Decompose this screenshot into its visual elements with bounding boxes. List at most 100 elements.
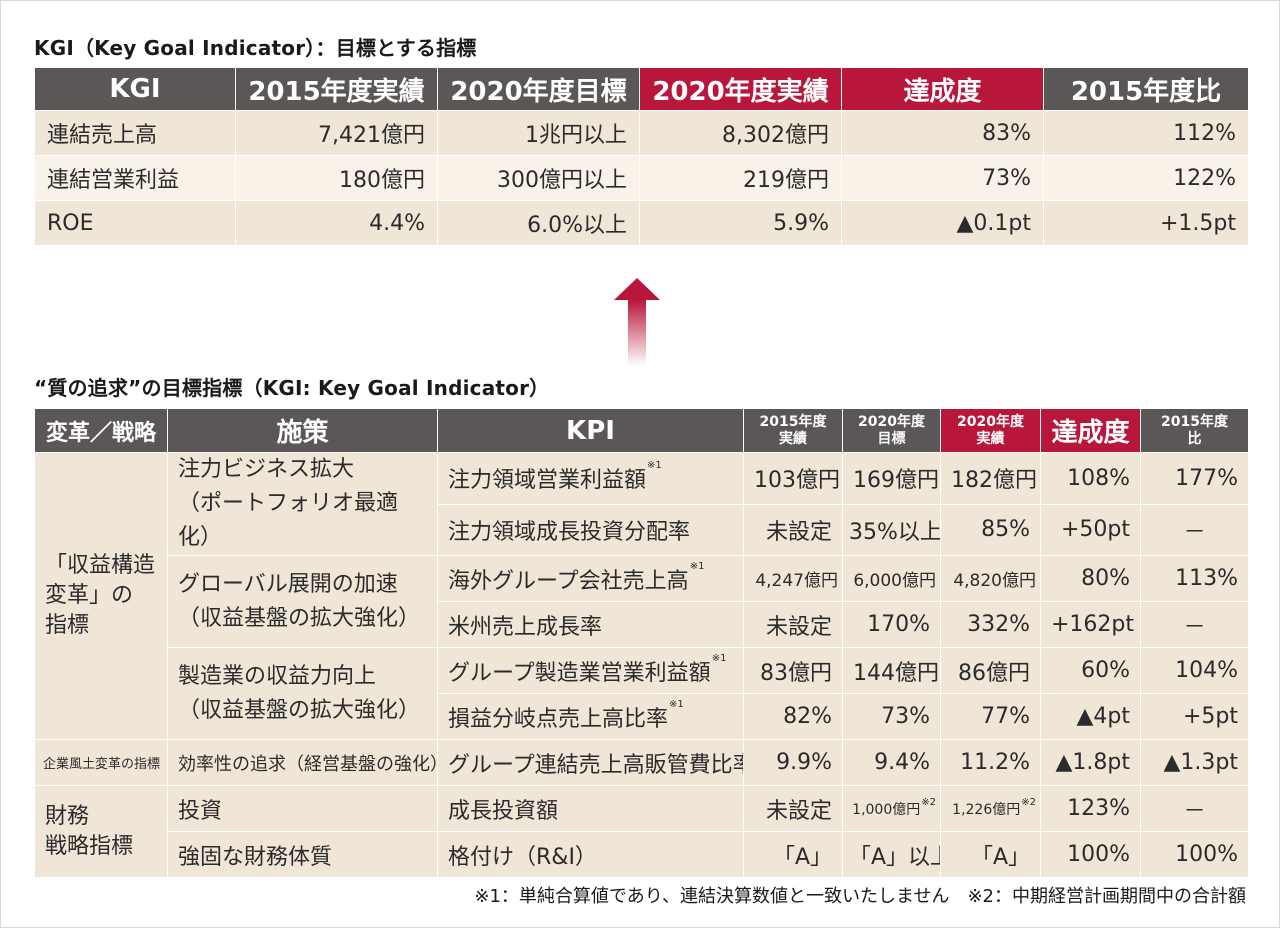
table-cell: 100% [1040,831,1141,878]
kgi-header-kgi: KGI [34,67,236,111]
table-cell: 85% [940,503,1041,556]
measure-efficiency: 効率性の追求（経営基盤の強化） [167,739,438,786]
table-row: 財務 戦略指標 投資 成長投資額 未設定 1,000億円※2 1,226億円※2… [34,785,1249,878]
table-row: 「収益構造 変革」の 指標 注力ビジネス拡大 （ポートフォリオ最適化） 注力領域… [34,452,1249,740]
table-cell: 182億円 [940,452,1041,505]
table-cell: 73% [842,693,941,740]
table-cell: ▲1.8pt [1040,739,1141,786]
table-cell: 35%以上 [842,503,941,556]
header-vs-2015: 2015年度 比 [1140,408,1249,453]
kgi-row-label: 連結売上高 [34,110,236,156]
footnote: ※1：単純合算値であり、連結決算数値と一致いたしません ※2：中期経営計画期間中… [474,886,1246,907]
kgi-header-2015-actual: 2015年度実績 [235,67,438,111]
quality-header-row: 変革／戦略 施策 KPI 2015年度 実績 2020年度 目標 2020年度 … [34,408,1249,453]
table-cell: 1,000億円※2 [842,785,941,832]
table-cell: － [1140,785,1249,832]
kgi-header-2020-target: 2020年度目標 [437,67,640,111]
table-cell: 未設定 [743,785,843,832]
table-cell: 108% [1040,452,1141,505]
kgi-title: KGI（Key Goal Indicator）：目標とする指標 [34,36,477,60]
table-cell: 「A」 [940,831,1041,878]
measure-manufacturing: 製造業の収益力向上 （収益基盤の拡大強化） [167,647,438,740]
measure-global-expansion: グローバル展開の加速 （収益基盤の拡大強化） [167,555,438,648]
table-row: 連結売上高 7,421億円 1兆円以上 8,302億円 83% 112% [34,110,1249,156]
table-cell: ▲0.1pt [841,200,1044,246]
table-row: ROE 4.4% 6.0%以上 5.9% ▲0.1pt +1.5pt [34,200,1249,246]
measure-focus-business: 注力ビジネス拡大 （ポートフォリオ最適化） [167,452,438,556]
kgi-header-achievement: 達成度 [841,67,1044,111]
table-cell: 77% [940,693,1041,740]
table-cell: +5pt [1140,693,1249,740]
header-category: 変革／戦略 [34,408,168,453]
table-cell: 80% [1040,555,1141,602]
table-cell: 177% [1140,452,1249,505]
table-cell: 112% [1043,110,1249,156]
kpi-cell: 海外グループ会社売上高※1 [437,555,744,602]
table-cell: 83億円 [743,647,843,694]
table-cell: 170% [842,601,941,648]
table-cell: 11.2% [940,739,1041,786]
table-cell: 6,000億円 [842,555,941,602]
table-cell: ▲4pt [1040,693,1141,740]
table-row: 連結営業利益 180億円 300億円以上 219億円 73% 122% [34,155,1249,201]
table-cell: 169億円 [842,452,941,505]
table-cell: 144億円 [842,647,941,694]
table-cell: 180億円 [235,155,438,201]
table-row: 米州売上成長率 未設定 170% 332% +162pt － [35,601,1249,648]
table-cell: 82% [743,693,843,740]
group-corporate-culture: 企業風土変革の指標 [34,739,168,786]
table-cell: 83% [841,110,1044,156]
table-cell: 300億円以上 [437,155,640,201]
table-cell: 4,247億円 [743,555,843,602]
table-row: 企業風土変革の指標 効率性の追求（経営基盤の強化） グループ連結売上高販管費比率… [34,739,1249,786]
kpi-cell: 格付け（R&I） [437,831,744,878]
table-cell: 100% [1140,831,1249,878]
table-cell: 4.4% [235,200,438,246]
table-cell: 未設定 [743,601,843,648]
table-cell: 5.9% [639,200,842,246]
table-cell: － [1140,503,1249,556]
table-row: 損益分岐点売上高比率※1 82% 73% 77% ▲4pt +5pt [35,693,1249,740]
measure-strong-finance: 強固な財務体質 [167,831,438,878]
kpi-cell: 成長投資額 [437,785,744,832]
header-kpi: KPI [437,408,744,453]
kpi-cell: グループ連結売上高販管費比率 [437,739,744,786]
kpi-cell: 注力領域成長投資分配率 [437,503,744,556]
quality-title: “質の追求”の目標指標（KGI: Key Goal Indicator） [34,376,550,400]
kgi-header-row: KGI 2015年度実績 2020年度目標 2020年度実績 達成度 2015年… [34,67,1249,111]
table-cell: 122% [1043,155,1249,201]
table-cell: 「A」以上 [842,831,941,878]
table-cell: 113% [1140,555,1249,602]
table-cell: 1兆円以上 [437,110,640,156]
header-2020-actual: 2020年度 実績 [940,408,1041,453]
table-cell: 7,421億円 [235,110,438,156]
table-row: 製造業の収益力向上 （収益基盤の拡大強化） グループ製造業営業利益額※1 83億… [35,647,1249,740]
table-row: グローバル展開の加速 （収益基盤の拡大強化） 海外グループ会社売上高※1 4,2… [35,555,1249,648]
table-cell: － [1140,601,1249,648]
table-cell: +1.5pt [1043,200,1249,246]
table-cell: 未設定 [743,503,843,556]
kgi-header-vs-2015: 2015年度比 [1043,67,1249,111]
table-cell: ▲1.3pt [1140,739,1249,786]
measure-investment: 投資 [167,785,438,832]
group-profit-structure: 「収益構造 変革」の 指標 [34,452,168,740]
table-cell: +162pt [1040,601,1141,648]
kgi-row-label: ROE [34,200,236,246]
table-cell: +50pt [1040,503,1141,556]
header-achievement: 達成度 [1040,408,1141,453]
table-cell: 86億円 [940,647,1041,694]
table-cell: 73% [841,155,1044,201]
kpi-cell: グループ製造業営業利益額※1 [437,647,744,694]
table-cell: 8,302億円 [639,110,842,156]
kpi-cell: 注力領域営業利益額※1 [437,452,744,505]
table-cell: 332% [940,601,1041,648]
table-cell: 9.4% [842,739,941,786]
header-measure: 施策 [167,408,438,453]
table-cell: 4,820億円 [940,555,1041,602]
table-cell: 60% [1040,647,1141,694]
header-2020-target: 2020年度 目標 [842,408,941,453]
up-arrow-icon [614,278,660,366]
kgi-row-label: 連結営業利益 [34,155,236,201]
table-cell: 104% [1140,647,1249,694]
table-cell: 9.9% [743,739,843,786]
